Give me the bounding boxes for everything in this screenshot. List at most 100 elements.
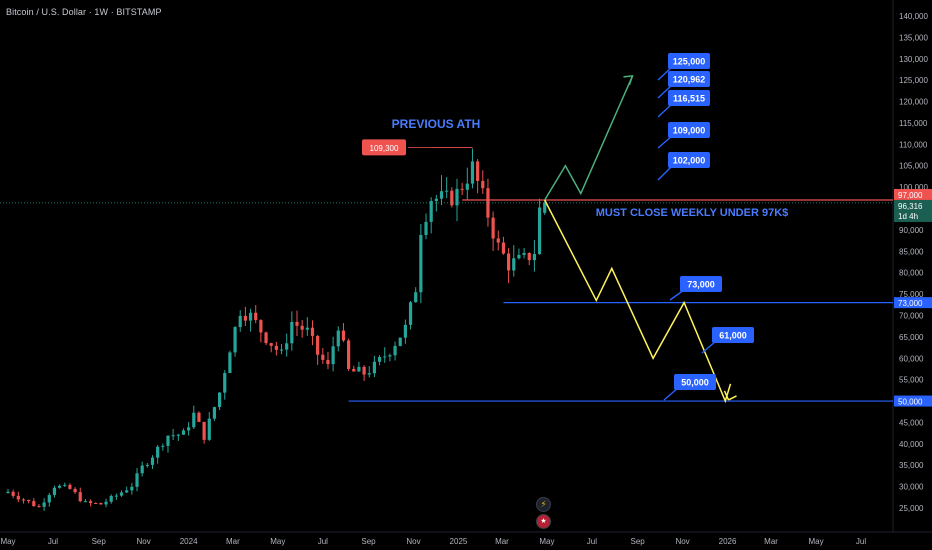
y-tick-label: 85,000 xyxy=(899,247,924,256)
lightning-icon[interactable]: ⚡ xyxy=(536,497,551,512)
support-73-tag-label: 73,000 xyxy=(898,299,923,308)
candle-body xyxy=(434,198,438,202)
candle-body xyxy=(455,188,459,206)
x-tick-label: Jul xyxy=(587,537,597,546)
candle-body xyxy=(362,366,366,375)
ath-price-box xyxy=(362,139,406,156)
candle-body xyxy=(248,312,253,321)
candle-body xyxy=(16,495,20,500)
resistance-price-tag-box xyxy=(894,188,932,200)
y-tick-label: 120,000 xyxy=(899,98,928,107)
candle-body xyxy=(481,180,485,189)
candle-body xyxy=(367,373,371,375)
candle-body xyxy=(414,292,418,303)
bull-arrowhead xyxy=(623,75,634,86)
candle-body xyxy=(316,335,320,355)
candle-body xyxy=(450,190,454,206)
candle-body xyxy=(161,445,165,447)
target-120962-leader xyxy=(657,84,673,99)
x-tick-label: Sep xyxy=(630,537,645,546)
target-109000-leader xyxy=(657,135,673,149)
candle-body xyxy=(419,234,423,293)
candle-body xyxy=(83,501,88,503)
support-50-tag-label: 50,000 xyxy=(898,398,923,407)
x-tick-label: May xyxy=(270,537,285,546)
bullish-projection-path xyxy=(544,75,634,201)
us-flag-icon[interactable]: ★ xyxy=(536,514,551,529)
candle-body xyxy=(197,412,201,422)
candle-body xyxy=(522,252,526,255)
candle-body xyxy=(305,327,309,330)
candle-body xyxy=(42,502,46,507)
candle-body xyxy=(310,327,315,336)
target-125000-leader xyxy=(657,66,673,81)
target-102000-leader xyxy=(657,165,673,181)
target-102000-box xyxy=(668,152,710,168)
candle-body xyxy=(290,321,294,344)
candle-body xyxy=(439,191,444,199)
target-50000-box xyxy=(674,374,716,390)
target-61000-label: 61,000 xyxy=(719,331,747,341)
candle-body xyxy=(202,421,206,440)
x-tick-label: Jul xyxy=(48,537,58,546)
y-tick-label: 65,000 xyxy=(899,333,924,342)
y-tick-label: 115,000 xyxy=(899,119,928,128)
candle-body xyxy=(181,430,186,435)
candle-body xyxy=(47,494,51,503)
candle-body xyxy=(393,345,397,356)
target-61000-box xyxy=(712,327,754,343)
candle-body xyxy=(94,503,98,505)
y-tick-label: 105,000 xyxy=(899,162,928,171)
candle-body xyxy=(32,501,36,507)
candle-body xyxy=(52,487,57,495)
candle-body xyxy=(295,321,299,326)
candle-body xyxy=(377,357,382,362)
y-tick-label: 35,000 xyxy=(899,461,924,470)
y-tick-label: 40,000 xyxy=(899,440,924,449)
y-tick-label: 100,000 xyxy=(899,183,928,192)
target-116515-label: 116,515 xyxy=(673,94,705,104)
x-tick-label: Mar xyxy=(226,537,240,546)
candle-body xyxy=(460,188,464,190)
candle-body xyxy=(156,446,160,458)
candle-body xyxy=(403,324,407,338)
x-tick-label: Sep xyxy=(92,537,107,546)
candle-body xyxy=(336,330,340,347)
candle-body xyxy=(73,488,77,493)
candle-body xyxy=(357,366,361,372)
target-73000-box xyxy=(680,276,722,292)
y-tick-label: 140,000 xyxy=(899,12,928,21)
x-tick-label: Jul xyxy=(856,537,866,546)
candle-body xyxy=(269,343,273,346)
y-tick-label: 110,000 xyxy=(899,140,928,149)
current-price-tag-box xyxy=(894,199,932,222)
candle-body xyxy=(486,188,490,218)
candle-body xyxy=(496,238,500,243)
candle-body xyxy=(254,312,258,321)
candle-body xyxy=(228,352,232,374)
target-116515-box xyxy=(668,90,710,106)
candle-body xyxy=(512,258,516,271)
candle-body xyxy=(429,201,433,222)
target-61000-leader xyxy=(701,340,717,354)
candle-body xyxy=(259,320,263,333)
target-120962-box xyxy=(668,71,710,87)
x-tick-label: May xyxy=(539,537,554,546)
candle-body xyxy=(264,332,268,344)
candle-body xyxy=(130,486,134,491)
candle-body xyxy=(212,407,217,419)
candle-body xyxy=(37,506,41,508)
candle-body xyxy=(11,491,15,496)
y-tick-label: 125,000 xyxy=(899,76,928,85)
candle-body xyxy=(408,302,413,325)
candle-body xyxy=(119,492,124,496)
x-tick-label: 2025 xyxy=(450,537,468,546)
candle-body xyxy=(6,491,10,494)
previous-ath-label: PREVIOUS ATH xyxy=(392,117,481,131)
symbol-header: Bitcoin / U.S. Dollar · 1W · BITSTAMP xyxy=(6,7,162,17)
x-tick-label: May xyxy=(0,537,15,546)
candle-body xyxy=(347,340,351,369)
y-tick-label: 135,000 xyxy=(899,33,928,42)
